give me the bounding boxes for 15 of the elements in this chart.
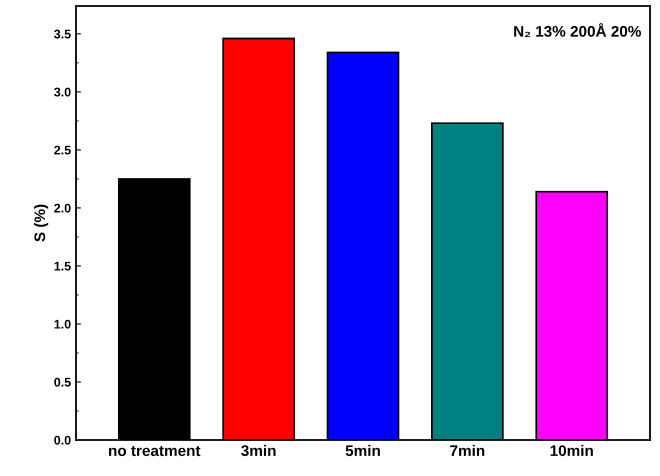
y-tick-label: 2.0 [54, 204, 71, 213]
y-tick-label: 1.5 [54, 262, 71, 271]
x-tick-label: 10min [550, 444, 593, 456]
y-tick-label: 3.0 [54, 88, 71, 97]
x-tick-label: 5min [346, 444, 380, 456]
x-tick-label: no treatment [109, 446, 200, 456]
y-tick-label: 0.5 [54, 378, 71, 387]
y-tick-label: 3.5 [54, 30, 71, 39]
y-axis-title: S (%) [34, 204, 48, 242]
annotation: N₂ 13% 200Å 20% [514, 23, 641, 38]
y-tick-label: 0.0 [54, 436, 71, 445]
y-tick-label: 2.5 [54, 146, 71, 155]
x-tick-label: 7min [450, 444, 484, 456]
x-tick-label: 3min [241, 444, 276, 456]
y-tick-label: 1.0 [54, 320, 71, 329]
